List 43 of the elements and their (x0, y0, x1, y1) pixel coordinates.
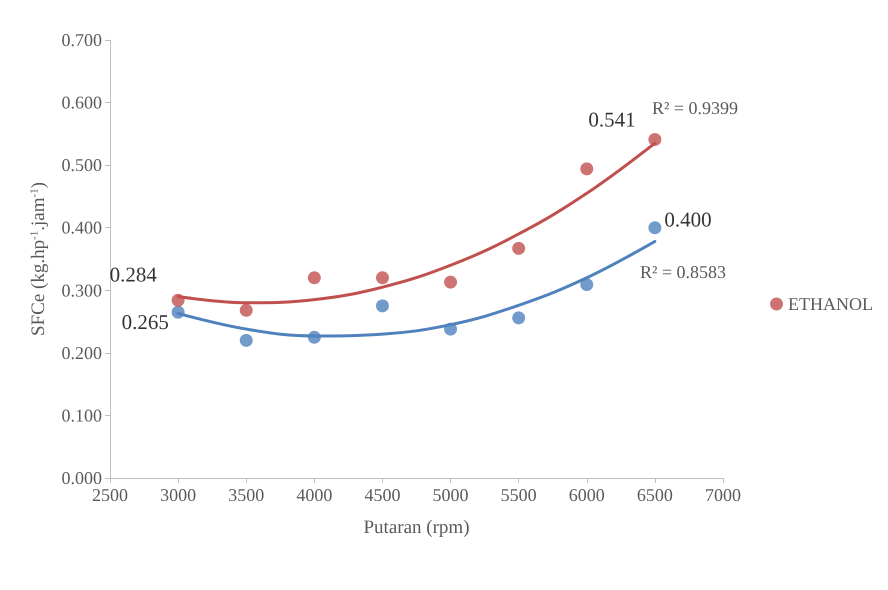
x-tick-label: 7000 (705, 485, 741, 505)
y-tick-label: 0.300 (62, 280, 102, 300)
y-tick-label: 0.500 (62, 155, 102, 176)
x-tick-label: 6500 (636, 485, 673, 505)
x-tick-label: 4500 (364, 485, 400, 505)
point (512, 242, 526, 255)
point (172, 306, 185, 319)
point (648, 221, 662, 234)
x-tick-label: 5000 (432, 485, 469, 505)
y-tick-label: 0.400 (62, 218, 102, 238)
y-tick-label: 0.600 (62, 92, 102, 113)
data-label: 0.541 (588, 107, 636, 132)
data-label: 0.284 (110, 262, 158, 286)
x-tick-label: 3500 (228, 485, 264, 505)
point (580, 278, 594, 292)
annotation: R² = 0.8583 (640, 262, 726, 282)
x-tick-label: 5500 (500, 485, 537, 505)
point (444, 276, 458, 289)
point (648, 132, 662, 146)
point (444, 322, 458, 336)
y-tick-label: 0.100 (62, 405, 102, 426)
point (512, 311, 526, 324)
point (308, 271, 321, 284)
point (376, 271, 389, 284)
y-axis-title: SFCe (kg.hp-1.jam-1) (28, 182, 49, 336)
x-axis-title: Putaran (rpm) (363, 517, 470, 538)
y-tick-label: 0.700 (62, 30, 102, 50)
point (308, 330, 321, 344)
point (172, 294, 185, 307)
point (376, 299, 389, 312)
x-tick-label: 3000 (160, 485, 196, 505)
data-label: 0.265 (122, 310, 169, 334)
x-tick-label: 6000 (568, 485, 605, 505)
legend-label: ETHANOL (788, 294, 874, 314)
y-tick-label: 0.200 (62, 342, 102, 363)
x-tick-label: 2500 (92, 485, 128, 505)
point (240, 304, 253, 317)
x-tick-label: 4000 (296, 485, 332, 505)
y-tick-label: 0.000 (62, 468, 102, 488)
point (580, 162, 594, 176)
annotation: R² = 0.9399 (652, 98, 738, 118)
point (240, 334, 253, 347)
data-label: 0.400 (664, 208, 712, 232)
